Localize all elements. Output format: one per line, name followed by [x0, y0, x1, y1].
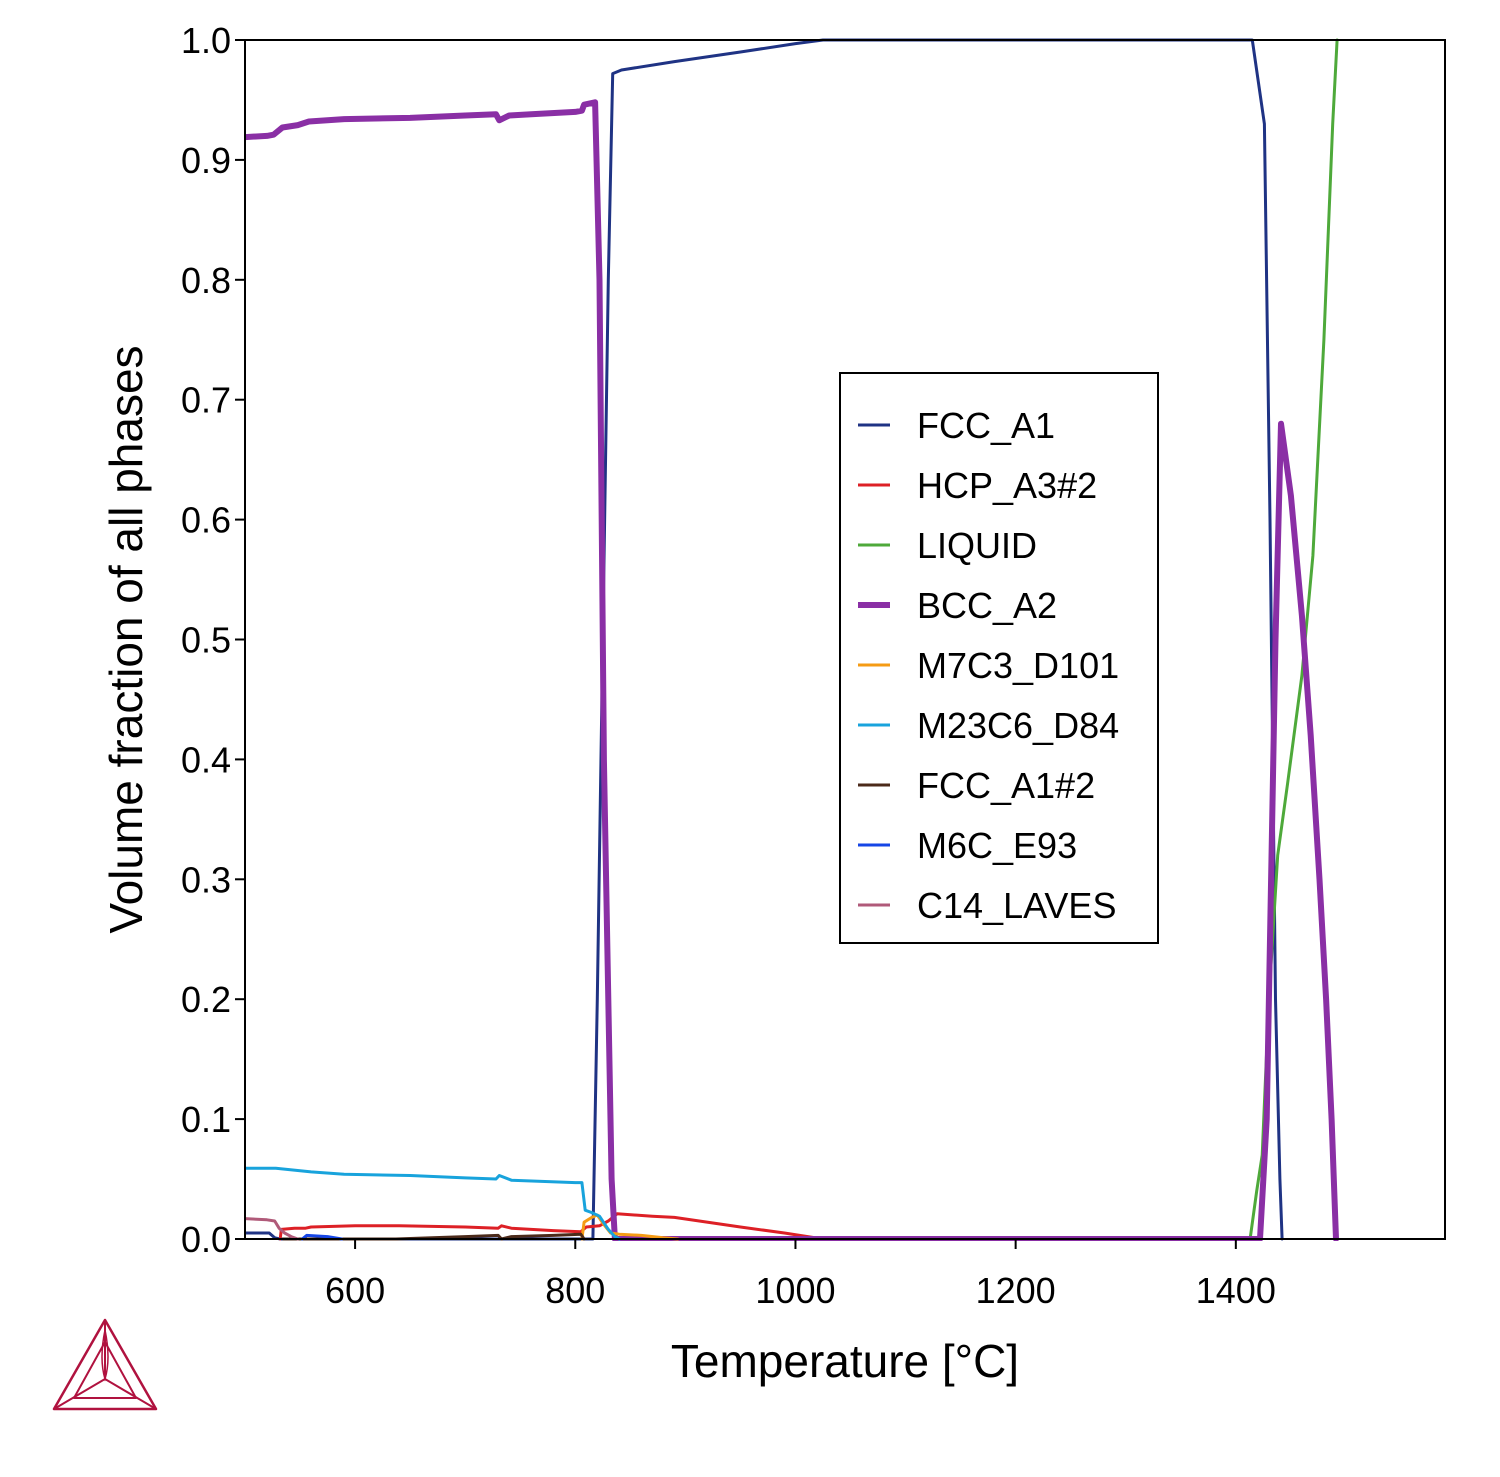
- y-tick-label: 0.4: [181, 739, 231, 780]
- logo-facet-icon: [101, 1329, 109, 1382]
- y-tick-label: 0.5: [181, 620, 231, 661]
- legend-label: LIQUID: [917, 525, 1037, 566]
- legend-label: M7C3_D101: [917, 645, 1119, 686]
- series-layer: [245, 38, 1339, 1241]
- y-tick-label: 0.2: [181, 979, 231, 1020]
- x-tick-label: 1000: [755, 1270, 835, 1311]
- legend-label: FCC_A1: [917, 405, 1055, 446]
- legend-label: FCC_A1#2: [917, 765, 1095, 806]
- x-tick-label: 1200: [976, 1270, 1056, 1311]
- legend-label: HCP_A3#2: [917, 465, 1097, 506]
- legend-label: M23C6_D84: [917, 705, 1119, 746]
- logo-spokes-icon: [53, 1320, 157, 1410]
- legend-label: M6C_E93: [917, 825, 1077, 866]
- x-axis: 600 800 1000 1200 1400: [325, 1239, 1276, 1311]
- y-axis-title: Volume fraction of all phases: [100, 345, 152, 933]
- legend-label: BCC_A2: [917, 585, 1057, 626]
- x-tick-label: 800: [545, 1270, 605, 1311]
- y-tick-label: 0.8: [181, 260, 231, 301]
- y-tick-label: 0.6: [181, 500, 231, 541]
- y-axis: 0.0 0.1 0.2 0.3 0.4 0.5 0.6 0.7 0.8 0.9 1.0: [181, 20, 245, 1260]
- legend-box: [839, 372, 1159, 944]
- y-tick-label: 0.3: [181, 859, 231, 900]
- series-line-c14-laves: [245, 1217, 300, 1241]
- logo-inner-triangle-icon: [73, 1341, 137, 1399]
- series-line-liquid: [1248, 38, 1339, 1241]
- x-tick-label: 1400: [1196, 1270, 1276, 1311]
- thermo-calc-logo: [52, 1318, 158, 1411]
- series-line-m23c6-d84: [245, 1166, 621, 1241]
- y-tick-label: 0.9: [181, 140, 231, 181]
- x-axis-title: Temperature [°C]: [671, 1335, 1019, 1387]
- logo-outer-triangle-icon: [52, 1318, 158, 1411]
- y-tick-label: 0.1: [181, 1099, 231, 1140]
- y-tick-label: 0.7: [181, 380, 231, 421]
- legend-label: C14_LAVES: [917, 885, 1116, 926]
- x-tick-label: 600: [325, 1270, 385, 1311]
- series-line-hcp-a3-2: [278, 1212, 825, 1241]
- legend: FCC_A1 HCP_A3#2 LIQUID BCC_A2 M7C3_D101 M23C6…: [839, 372, 1159, 944]
- y-tick-label: 1.0: [181, 20, 231, 61]
- y-tick-label: 0.0: [181, 1219, 231, 1260]
- series-line-m6c-e93: [300, 1233, 344, 1241]
- series-line-bcc-a2: [245, 99, 1339, 1241]
